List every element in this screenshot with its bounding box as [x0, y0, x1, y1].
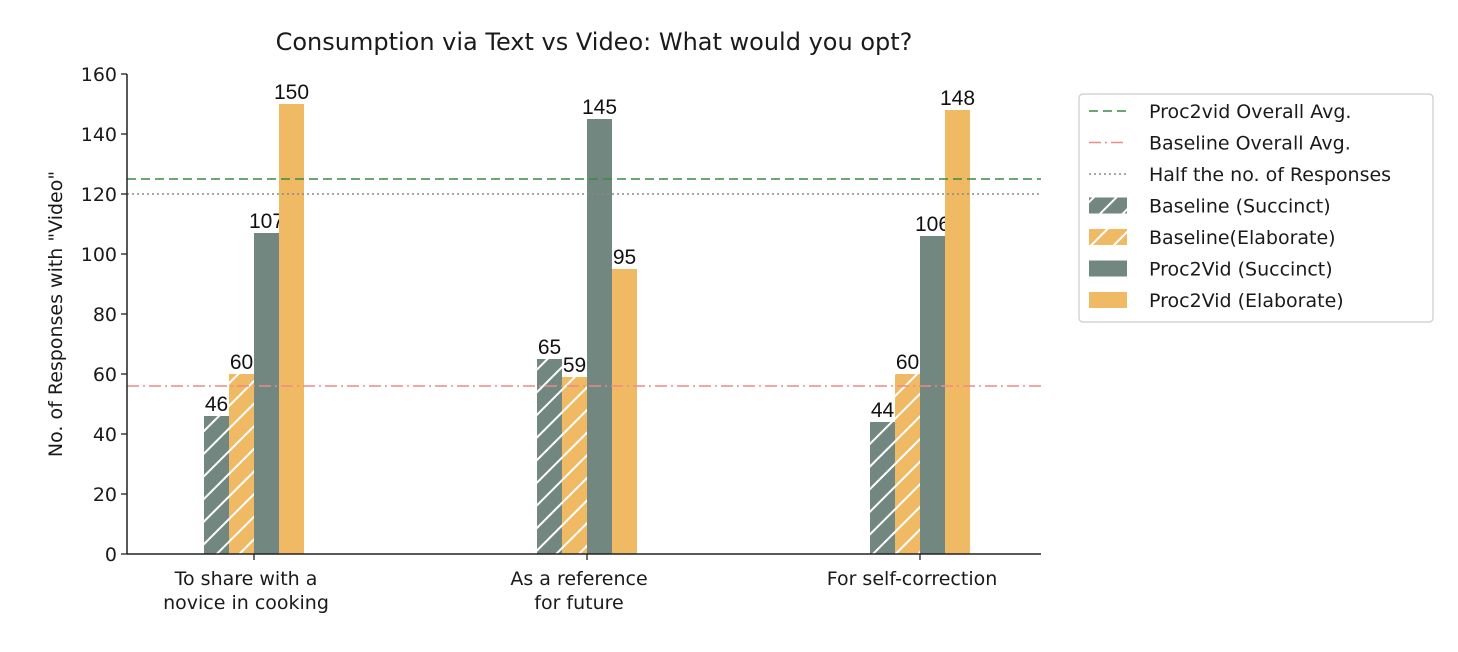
legend-label: Half the no. of Responses: [1149, 164, 1391, 186]
bar-value-label: 60: [230, 351, 253, 374]
bar: [870, 422, 895, 554]
legend-patch-swatch: [1089, 260, 1127, 277]
y-tick-label: 120: [81, 184, 117, 206]
legend-label: Proc2vid Overall Avg.: [1149, 101, 1351, 123]
y-tick-label: 160: [81, 64, 117, 86]
legend: Proc2vid Overall Avg. Baseline Overall Av…: [1078, 93, 1434, 323]
bar-value-label: 59: [563, 354, 586, 377]
y-tick-label: 140: [81, 124, 117, 146]
y-tick-label: 40: [93, 424, 117, 446]
bar-value-label: 107: [249, 210, 284, 233]
x-tick-label: novice in cooking: [163, 592, 329, 614]
x-tick-label: As a reference: [510, 568, 647, 590]
chart-title: Consumption via Text vs Video: What woul…: [276, 28, 913, 56]
bar-value-label: 65: [538, 336, 561, 359]
legend-label: Proc2Vid (Succinct): [1149, 259, 1333, 281]
legend-label: Proc2Vid (Elaborate): [1149, 290, 1344, 312]
x-tick-label: for future: [534, 592, 623, 614]
legend-patch-swatch: [1089, 229, 1127, 245]
bar-value-label: 46: [205, 393, 228, 416]
legend-label: Baseline Overall Avg.: [1149, 133, 1351, 155]
legend-frame: [1078, 93, 1434, 323]
x-tick-label: For self-correction: [827, 568, 998, 590]
y-tick-label: 60: [93, 364, 117, 386]
bar: [537, 359, 562, 554]
bar-value-label: 95: [613, 246, 636, 269]
bar: [204, 416, 229, 554]
bar: [279, 104, 304, 554]
y-tick-label: 20: [93, 484, 117, 506]
y-axis-title: No. of Responses with "Video": [45, 171, 67, 457]
x-tick-label: To share with a: [174, 568, 318, 590]
bar-value-label: 148: [940, 87, 975, 110]
bar: [945, 110, 970, 554]
bar-value-label: 44: [871, 399, 895, 422]
legend-label: Baseline(Elaborate): [1149, 227, 1336, 249]
bar-value-label: 145: [582, 96, 617, 119]
legend-patch-swatch: [1089, 292, 1127, 308]
bar: [895, 374, 920, 554]
bar: [587, 119, 612, 554]
bar: [254, 233, 279, 554]
bar: [920, 236, 945, 554]
bar-value-label: 60: [896, 351, 919, 374]
y-tick-label: 100: [81, 244, 117, 266]
bar-value-label: 150: [274, 81, 309, 104]
plot-area: 0 20 40 60 80 100 120 140 160 46 65 44 60 59 60 107 145 1…: [81, 64, 1041, 614]
bar: [229, 374, 254, 554]
y-tick-label: 80: [93, 304, 117, 326]
y-tick-label: 0: [105, 544, 117, 566]
bar: [612, 269, 637, 554]
legend-label: Baseline (Succinct): [1149, 196, 1331, 218]
bar: [562, 377, 587, 554]
legend-patch-swatch: [1089, 197, 1127, 214]
bar-value-label: 106: [915, 213, 950, 236]
